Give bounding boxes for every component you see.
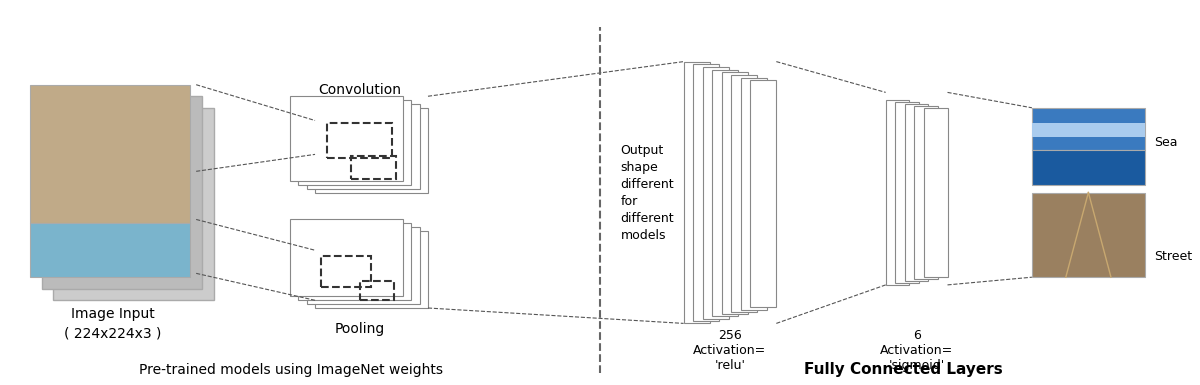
Bar (54, 108, 214, 300)
Text: Sea: Sea (1154, 136, 1178, 149)
Text: Pooling: Pooling (335, 322, 385, 336)
Bar (290, 96, 403, 181)
Text: Image Input: Image Input (71, 307, 155, 321)
Text: Output
shape
different
for
different
models: Output shape different for different mod… (620, 144, 674, 241)
Bar (307, 104, 420, 189)
Bar (307, 227, 420, 304)
Text: Pre-trained models using ImageNet weights: Pre-trained models using ImageNet weight… (139, 363, 443, 377)
Bar (30, 85, 191, 223)
Bar (914, 106, 938, 279)
Bar (703, 67, 728, 319)
Text: Fully Connected Layers: Fully Connected Layers (804, 362, 1003, 377)
Bar (750, 80, 776, 307)
Bar (30, 223, 191, 277)
Bar (712, 70, 738, 316)
Bar (731, 75, 757, 312)
Bar (1032, 123, 1145, 137)
Bar (299, 223, 412, 300)
Bar (42, 96, 202, 289)
Text: 6
Activation=
'sigmoid': 6 Activation= 'sigmoid' (880, 329, 953, 372)
Text: Convolution: Convolution (318, 84, 401, 97)
Bar (290, 219, 403, 296)
Bar (684, 62, 709, 323)
Bar (1032, 192, 1145, 277)
Bar (326, 123, 392, 158)
Text: Street: Street (1154, 249, 1193, 263)
Bar (316, 108, 428, 192)
Bar (886, 100, 910, 285)
Bar (350, 156, 396, 179)
Bar (1032, 150, 1145, 185)
Bar (299, 100, 412, 185)
Bar (905, 104, 929, 281)
Bar (316, 231, 428, 308)
Bar (320, 256, 371, 287)
Bar (895, 102, 919, 283)
Bar (924, 108, 948, 277)
Bar (360, 281, 394, 300)
Bar (694, 64, 719, 321)
Bar (1032, 108, 1145, 150)
Text: ( 224x224x3 ): ( 224x224x3 ) (65, 326, 162, 340)
Bar (721, 72, 748, 314)
Text: 256
Activation=
'relu': 256 Activation= 'relu' (694, 329, 767, 372)
Bar (740, 78, 767, 310)
